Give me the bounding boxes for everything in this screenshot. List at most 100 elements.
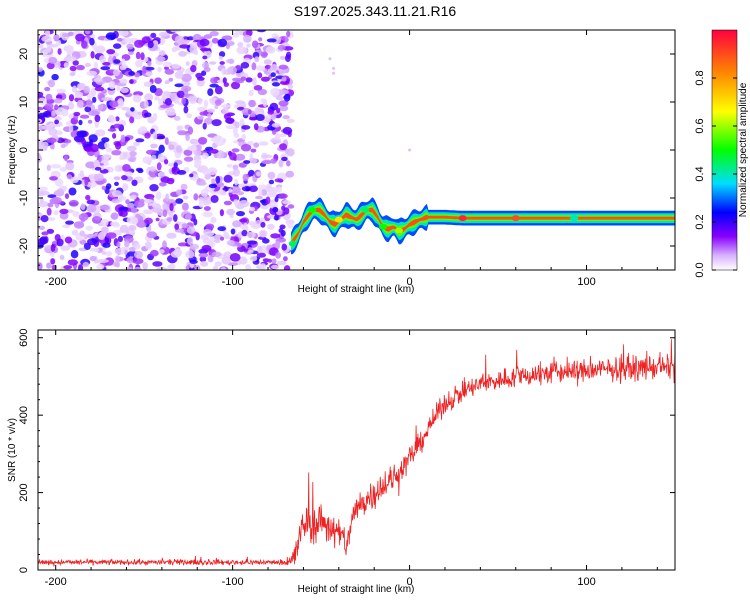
noise-blob	[56, 238, 64, 247]
noise-blob	[56, 39, 62, 47]
noise-blob	[92, 216, 101, 224]
noise-blob	[281, 205, 286, 211]
noise-blob	[50, 243, 56, 252]
noise-blob	[88, 134, 98, 143]
noise-blob	[285, 170, 295, 178]
noise-blob	[82, 261, 90, 268]
noise-blob	[166, 217, 173, 222]
noise-blob	[184, 213, 192, 220]
noise-blob	[149, 85, 157, 93]
noise-blob	[111, 198, 120, 204]
noise-blob	[219, 51, 226, 58]
noise-blob	[198, 115, 204, 120]
noise-blob	[105, 251, 113, 257]
signal-band-2	[291, 205, 675, 248]
noise-blob	[279, 80, 290, 86]
noise-blob	[197, 97, 203, 105]
noise-blob	[97, 259, 109, 263]
noise-blob	[78, 119, 83, 126]
noise-blob	[168, 144, 175, 151]
noise-blob	[267, 258, 272, 263]
noise-blob	[255, 114, 265, 121]
noise-blob	[225, 117, 235, 124]
noise-blob	[229, 252, 241, 262]
noise-blob	[207, 254, 214, 263]
noise-blob	[181, 97, 186, 105]
noise-blob	[207, 167, 218, 176]
noise-blob	[117, 235, 123, 243]
noise-blob	[270, 233, 281, 239]
noise-blob	[69, 72, 76, 77]
noise-blob	[152, 131, 158, 140]
signal-band-1	[291, 201, 675, 251]
noise-blob	[140, 52, 145, 61]
noise-blob	[207, 88, 214, 96]
noise-blob	[202, 211, 213, 218]
noise-blob	[44, 30, 51, 37]
colorbar-ticks: 0.0 0.2 0.4 0.6 0.8	[694, 70, 737, 278]
noise-blob	[160, 104, 170, 109]
noise-blob	[267, 110, 275, 115]
noise-blob	[87, 238, 98, 246]
noise-blob	[63, 45, 74, 52]
noise-blob	[145, 149, 157, 155]
noise-blob	[208, 183, 218, 189]
noise-blob	[177, 125, 184, 130]
noise-blob	[71, 229, 79, 236]
noise-blob	[68, 199, 79, 207]
noise-blob	[286, 148, 295, 157]
noise-blob	[241, 229, 248, 237]
signal-peak	[361, 207, 370, 213]
noise-blob	[247, 109, 252, 115]
noise-blob	[69, 65, 77, 72]
noise-blob	[195, 144, 202, 152]
noise-blob	[240, 76, 247, 81]
noise-blob	[135, 60, 143, 68]
snr-x-tick-label: 0	[407, 576, 413, 588]
noise-blob	[227, 67, 232, 75]
noise-blob	[154, 96, 160, 101]
noise-blob	[63, 265, 73, 270]
noise-blob	[271, 258, 277, 264]
noise-blob	[270, 72, 276, 78]
noise-blob	[68, 94, 75, 102]
noise-blob	[131, 216, 139, 225]
noise-blob	[221, 104, 231, 108]
noise-blob	[166, 177, 175, 185]
noise-blob	[126, 43, 134, 50]
noise-blob	[209, 83, 219, 88]
noise-blob	[286, 118, 295, 123]
noise-blob	[119, 64, 127, 71]
noise-blob	[220, 236, 225, 241]
noise-blob	[149, 184, 159, 192]
noise-blob	[232, 164, 239, 170]
noise-blob	[199, 256, 207, 263]
noise-blob	[142, 262, 148, 270]
noise-blob	[113, 123, 121, 129]
noise-blob	[260, 189, 268, 196]
noise-blob	[79, 114, 90, 119]
noise-blob	[177, 130, 188, 136]
noise-blob	[158, 31, 170, 37]
noise-blob	[274, 196, 279, 203]
noise-blob	[94, 166, 102, 171]
noise-blob	[223, 174, 233, 183]
noise-blob	[183, 149, 193, 156]
noise-blob	[198, 137, 208, 145]
noise-blob	[205, 223, 215, 230]
noise-blob	[256, 30, 267, 33]
noise-blob	[51, 73, 59, 81]
noise-blob	[268, 188, 277, 196]
noise-blob	[270, 158, 277, 164]
noise-blob	[115, 116, 120, 122]
noise-blob	[50, 258, 56, 265]
noise-blob	[271, 139, 282, 144]
snr-panel: -200 -100 0 100 0 200 400 600 Height of straig…	[7, 329, 676, 595]
noise-blob	[187, 95, 198, 102]
spectrogram-y-tick-label: 20	[18, 48, 30, 60]
noise-blob	[231, 148, 240, 153]
noise-blob	[181, 223, 189, 229]
noise-blob	[92, 96, 97, 103]
noise-blob	[155, 191, 162, 200]
